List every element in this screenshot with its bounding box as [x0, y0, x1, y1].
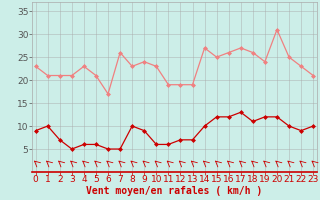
X-axis label: Vent moyen/en rafales ( km/h ): Vent moyen/en rafales ( km/h ) [86, 186, 262, 196]
